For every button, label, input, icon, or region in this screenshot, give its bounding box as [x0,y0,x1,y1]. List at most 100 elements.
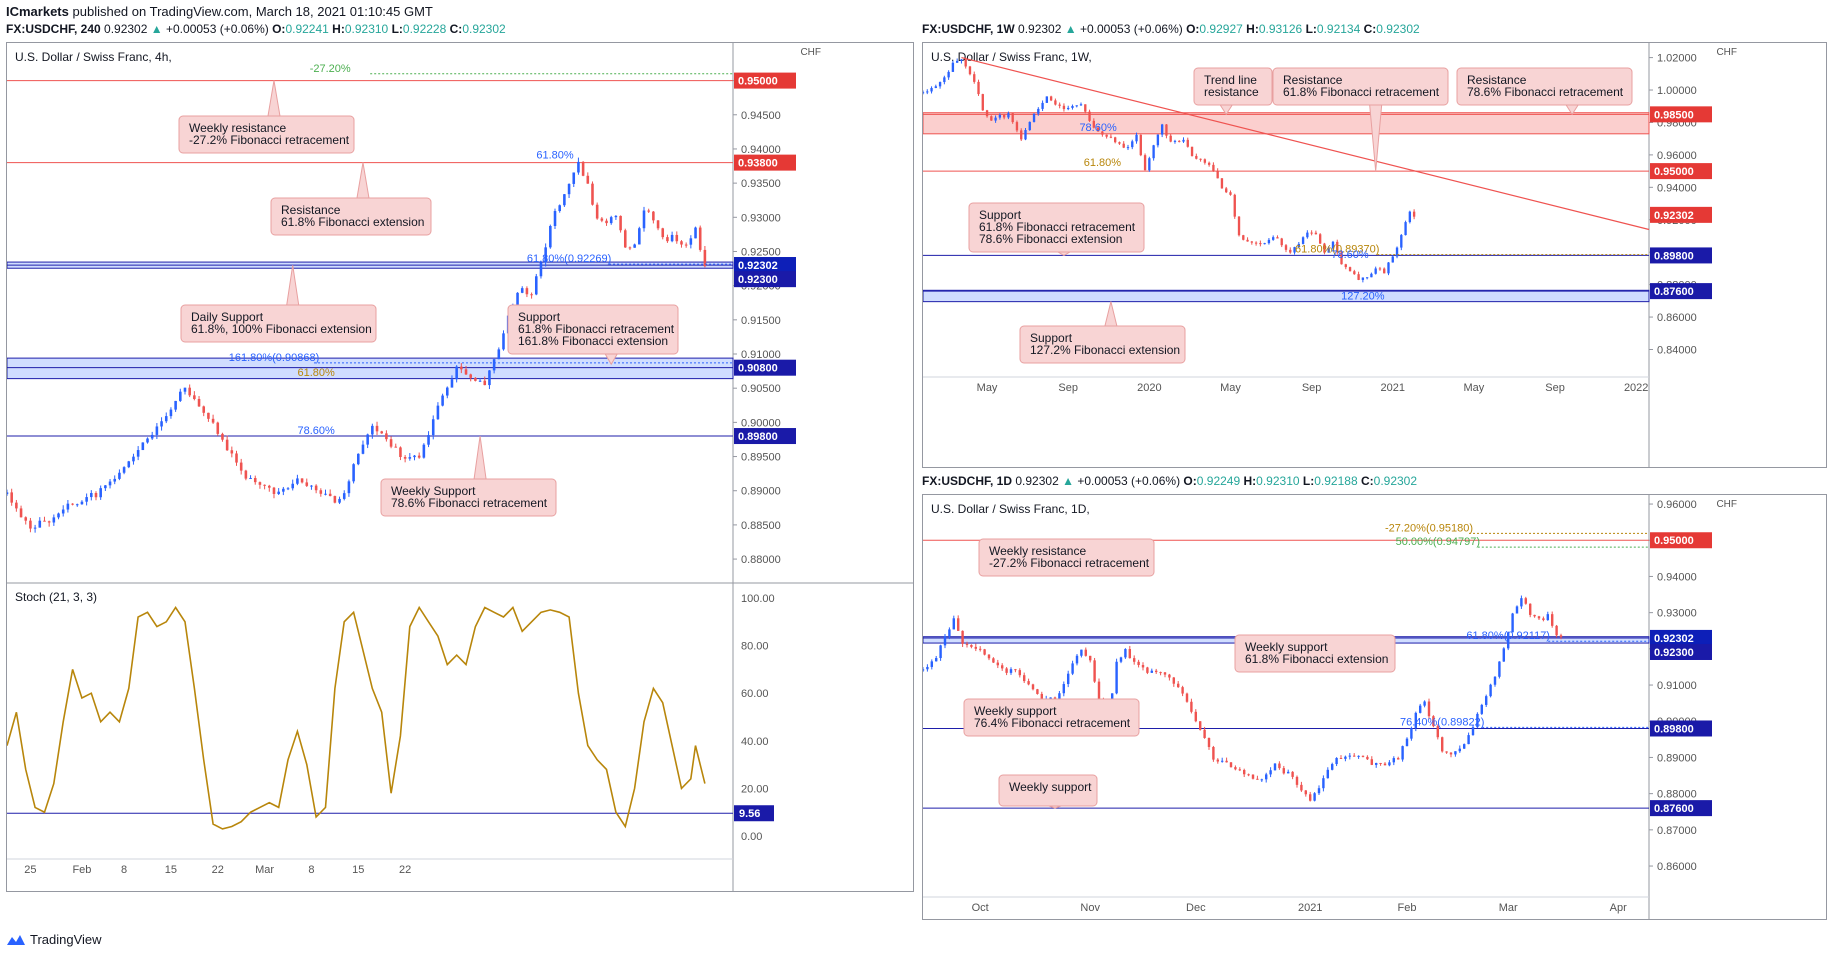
candle-body-103 [1361,277,1365,280]
x-tick-label-5: Mar [1499,902,1518,914]
candle-body-25 [122,467,126,473]
candle-body-95 [1327,248,1330,253]
candle-body-133 [628,247,632,249]
candle-body-90 [1306,232,1309,238]
chart-svg-1w[interactable]: CHF U.S. Dollar / Swiss Franc, 1W, 1.02000… [923,43,1826,467]
candle-body-120 [567,183,571,195]
candle-body-70 [333,496,337,503]
y-tick-label-4: 0.94000 [1657,182,1697,194]
candle-body-68 [1212,164,1215,171]
candle-body-117 [553,211,557,227]
annotation-box-1 [270,197,432,236]
candle-body-69 [1225,760,1228,763]
candle-body-36 [1080,649,1083,656]
price-badge-text-0.95000: 0.95000 [738,76,778,88]
annotation-box-0 [1193,67,1273,106]
y-tick-label-4: 0.93500 [741,178,781,190]
annotation-text-1-0: Weekly support [1245,640,1328,654]
candle-body-60 [1178,140,1181,142]
candle-body-7 [951,62,955,72]
candle-body-5 [943,636,947,646]
candle-body-40 [1097,681,1101,700]
candle-body-111 [1395,247,1399,257]
candle-body-1 [10,492,13,503]
candle-body-99 [1344,264,1347,268]
candle-body-9 [960,59,963,61]
candle-body-25 [1028,121,1031,131]
candle-body-33 [1062,105,1066,110]
candle-body-6 [948,629,951,637]
candle-body-6 [947,71,950,78]
chart-pane-1d[interactable]: CHF U.S. Dollar / Swiss Franc, 1D, 0.96000… [922,494,1827,920]
candle-body-89 [1313,793,1316,801]
y-tick-label-8: 0.91500 [741,315,781,327]
candle-body-29 [1049,697,1052,699]
candle-body-38 [183,387,187,392]
chart-pane-1w[interactable]: CHF U.S. Dollar / Swiss Franc, 1W, 1.02000… [922,42,1827,468]
annotation-box-4 [1019,325,1186,364]
candle-body-101 [1353,271,1356,275]
annotation-0: Weekly resistance-27.2% Fibonacci retrac… [178,80,355,154]
candle-body-116 [549,226,552,248]
symbol-label: FX:USDCHF, 240 [6,22,101,36]
low-value: 0.92134 [1316,22,1361,36]
candle-body-124 [586,175,590,184]
candle-body-27 [1037,108,1040,114]
candle-body-41 [1096,127,1100,132]
candle-body-29 [1045,96,1049,103]
tradingview-footer[interactable]: TradingView [6,932,102,947]
chart-pane-4h[interactable]: CHF U.S. Dollar / Swiss Franc, 4h, 0.95000… [6,42,914,892]
candle-body-95 [1339,757,1343,759]
candle-body-73 [1233,194,1236,217]
candle-body-24 [118,472,121,479]
candle-body-109 [1401,746,1404,760]
chart-svg-4h[interactable]: CHF U.S. Dollar / Swiss Franc, 4h, 0.95000… [7,43,913,891]
candle-body-146 [689,238,693,245]
candle-body-138 [652,211,655,221]
candle-body-59 [1173,140,1177,142]
x-tick-label-1: Feb [72,864,91,876]
close-value: 0.92302 [462,22,506,36]
candle-body-16 [990,116,993,121]
candle-body-64 [1195,155,1198,159]
candle-body-80 [380,431,383,434]
candle-body-71 [1225,188,1228,193]
candle-body-76 [361,444,365,454]
annotation-box-3 [968,202,1145,253]
candle-body-106 [1374,268,1377,274]
candle-body-132 [623,230,627,248]
candle-body-3 [934,86,937,88]
price-badge-text-0.92302: 0.92302 [738,260,778,272]
candle-body-65 [310,485,313,487]
candle-body-49 [235,453,238,463]
candle-body-123 [1462,744,1466,749]
candle-body-58 [1176,683,1180,688]
candle-body-13 [977,81,980,95]
candle-body-12 [61,509,65,514]
candle-body-37 [1079,104,1083,106]
candle-body-2 [15,502,18,509]
candle-body-20 [99,488,102,498]
price-badge-0.89800 [1650,720,1712,737]
candle-body-71 [338,498,341,503]
candle-body-113 [534,276,538,295]
candle-body-42 [1101,131,1104,135]
candle-body-61 [1190,701,1193,712]
candle-body-107 [1378,268,1382,270]
candle-body-79 [1259,243,1262,245]
candle-body-51 [244,470,248,479]
candle-body-21 [1011,113,1014,123]
candle-body-137 [1524,598,1528,604]
annotation-text-4-0: Support [1030,331,1073,345]
candle-body-14 [981,94,984,111]
candle-body-135 [638,228,641,245]
fib-label-4: 127.20% [1341,290,1385,302]
candle-body-127 [600,218,604,221]
price-change: +0.00053 (+0.06%) [166,22,269,36]
chart-svg-1d[interactable]: CHF U.S. Dollar / Swiss Franc, 1D, 0.96000… [923,495,1826,919]
candle-body-149 [703,249,707,267]
annotation-box-1 [1234,634,1396,673]
price-badge-0.87600 [1650,283,1712,300]
